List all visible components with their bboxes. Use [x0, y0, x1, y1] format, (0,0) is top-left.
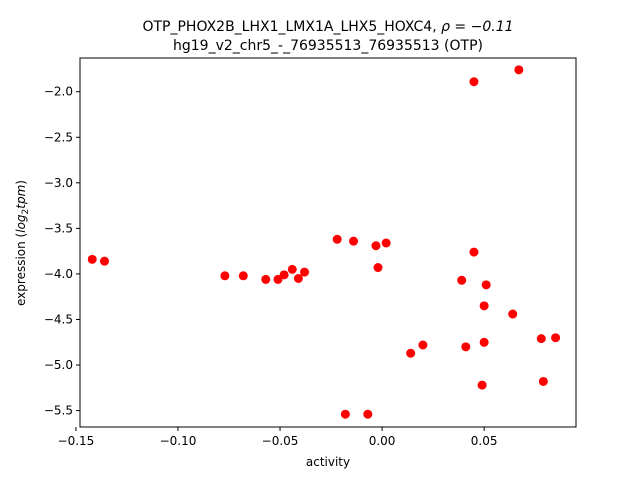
x-tick-label: 0.05 [471, 434, 498, 448]
y-tick-label: −2.0 [44, 85, 73, 99]
x-tick-label: −0.15 [58, 434, 95, 448]
x-tick-label: −0.05 [262, 434, 299, 448]
data-point [479, 337, 489, 347]
data-point [418, 340, 428, 350]
y-tick-label: −5.5 [44, 404, 73, 418]
y-tick-label: −2.5 [44, 130, 73, 144]
data-point [457, 275, 467, 285]
data-point [477, 380, 487, 390]
y-tick-label: −3.0 [44, 176, 73, 190]
data-point [538, 376, 548, 386]
axes-frame [79, 57, 577, 428]
x-tick-label: 0.00 [369, 434, 396, 448]
y-tick-label: −4.5 [44, 312, 73, 326]
data-point [332, 234, 342, 244]
data-point [363, 409, 373, 419]
data-point [373, 263, 383, 273]
y-axis-ticks: −2.0 −2.5 −3.0 −3.5 −4.0 −4.5 −5.0 −5.5 [44, 85, 80, 418]
x-tick-label: −0.10 [160, 434, 197, 448]
data-point [406, 348, 416, 358]
data-point [508, 309, 518, 319]
data-point [481, 280, 491, 290]
data-point [461, 342, 471, 352]
data-point [479, 301, 489, 311]
data-point [287, 264, 297, 274]
y-tick-label: −4.0 [44, 267, 73, 281]
x-axis-label: activity [306, 455, 350, 469]
data-point [99, 256, 109, 266]
data-point [381, 238, 391, 248]
data-point [279, 270, 289, 280]
data-point [340, 409, 350, 419]
data-point [551, 333, 561, 343]
data-point [293, 273, 303, 283]
data-point [469, 77, 479, 87]
data-point [371, 241, 381, 251]
data-point [514, 65, 524, 75]
data-point [469, 247, 479, 257]
data-point [536, 334, 546, 344]
x-axis-ticks: −0.15 −0.10 −0.05 0.00 0.05 [58, 427, 498, 448]
y-tick-label: −5.0 [44, 358, 73, 372]
chart-title-line-1: OTP_PHOX2B_LHX1_LMX1A_LHX5_HOXC4, ρ = −0… [142, 19, 513, 35]
plot-area: −0.15 −0.10 −0.05 0.00 0.05 −2.0 −2.5 −3.0 −3.5… [44, 57, 577, 448]
y-axis-label: expression (log2tpm) [14, 180, 31, 306]
data-point [87, 254, 97, 264]
data-point [300, 267, 310, 277]
data-point [349, 236, 359, 246]
y-tick-label: −3.5 [44, 221, 73, 235]
chart-title-line-2: hg19_v2_chr5_-_76935513_76935513 (OTP) [173, 38, 483, 54]
data-point [273, 274, 283, 284]
data-point [238, 271, 248, 281]
data-points [87, 65, 561, 419]
data-point [220, 271, 230, 281]
data-point [261, 274, 271, 284]
